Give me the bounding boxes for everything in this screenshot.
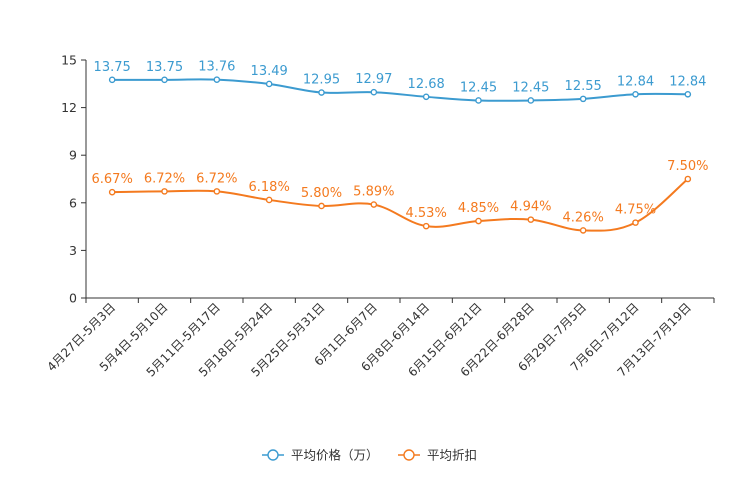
- y-tick-label: 12: [61, 100, 77, 115]
- data-label: 12.45: [512, 80, 549, 95]
- data-label: 5.89%: [353, 185, 394, 200]
- data-point[interactable]: [632, 90, 639, 98]
- series-line-0: [112, 78, 688, 102]
- data-label: 4.26%: [563, 210, 604, 225]
- y-tick-label: 0: [69, 291, 77, 306]
- legend-marker[interactable]: [267, 449, 279, 461]
- data-label: 13.49: [251, 64, 288, 79]
- data-label: 13.75: [94, 60, 131, 75]
- data-label: 5.80%: [301, 186, 342, 201]
- data-point[interactable]: [684, 175, 692, 183]
- legend-marker[interactable]: [403, 449, 415, 461]
- data-label: 7.50%: [667, 159, 708, 174]
- data-label: 6.72%: [144, 171, 185, 186]
- data-label: 4.85%: [458, 201, 499, 216]
- data-point[interactable]: [579, 95, 587, 103]
- data-point[interactable]: [108, 188, 116, 196]
- data-point[interactable]: [265, 196, 273, 204]
- data-point[interactable]: [265, 80, 273, 88]
- legend: 平均价格（万） 平均折扣: [262, 448, 477, 463]
- data-point[interactable]: [213, 76, 221, 83]
- data-label: 6.67%: [92, 172, 133, 187]
- data-point[interactable]: [370, 88, 378, 96]
- data-point[interactable]: [684, 90, 692, 98]
- data-label: 12.97: [355, 72, 392, 87]
- data-label: 12.84: [617, 74, 654, 89]
- data-label: 4.75%: [615, 203, 656, 218]
- data-point[interactable]: [527, 97, 535, 104]
- data-label: 13.75: [146, 60, 183, 75]
- series-line-1: [112, 178, 689, 232]
- data-point[interactable]: [161, 76, 168, 84]
- data-label: 12.84: [669, 74, 706, 89]
- x-axis-ticks: 4月27日-5月3日5月4日-5月10日5月11日-5月17日5月18日-5月2…: [44, 298, 715, 380]
- data-label: 12.95: [303, 73, 340, 88]
- data-label: 12.55: [565, 79, 602, 94]
- series-lines: [108, 76, 692, 234]
- data-point[interactable]: [579, 227, 587, 234]
- data-label: 4.53%: [406, 206, 447, 221]
- data-point[interactable]: [318, 202, 325, 210]
- y-tick-label: 3: [69, 243, 77, 258]
- data-label: 6.72%: [196, 171, 237, 186]
- data-point[interactable]: [213, 188, 221, 195]
- data-point[interactable]: [422, 222, 430, 230]
- y-axis-ticks: 0 3 6 9 12 15: [61, 53, 86, 306]
- data-labels: 13.75 13.75 13.76 13.49 12.95 12.97 12.68 12.45…: [92, 60, 709, 226]
- data-label: 4.94%: [510, 200, 551, 215]
- data-label: 12.68: [408, 77, 445, 92]
- data-label: 13.76: [198, 60, 235, 75]
- data-point[interactable]: [527, 216, 535, 223]
- y-tick-label: 6: [69, 195, 77, 210]
- y-tick-label: 9: [69, 148, 77, 163]
- data-label: 6.18%: [249, 180, 290, 195]
- data-point[interactable]: [422, 93, 430, 101]
- data-point[interactable]: [475, 97, 482, 104]
- legend-label[interactable]: 平均价格（万）: [291, 448, 379, 463]
- data-point[interactable]: [318, 89, 325, 96]
- data-point[interactable]: [632, 219, 639, 226]
- data-point[interactable]: [161, 188, 168, 195]
- data-point[interactable]: [108, 76, 116, 84]
- legend-label[interactable]: 平均折扣: [427, 448, 477, 463]
- data-label: 12.45: [460, 80, 497, 95]
- data-point[interactable]: [475, 217, 482, 225]
- y-tick-label: 15: [61, 53, 77, 68]
- data-point[interactable]: [370, 201, 378, 208]
